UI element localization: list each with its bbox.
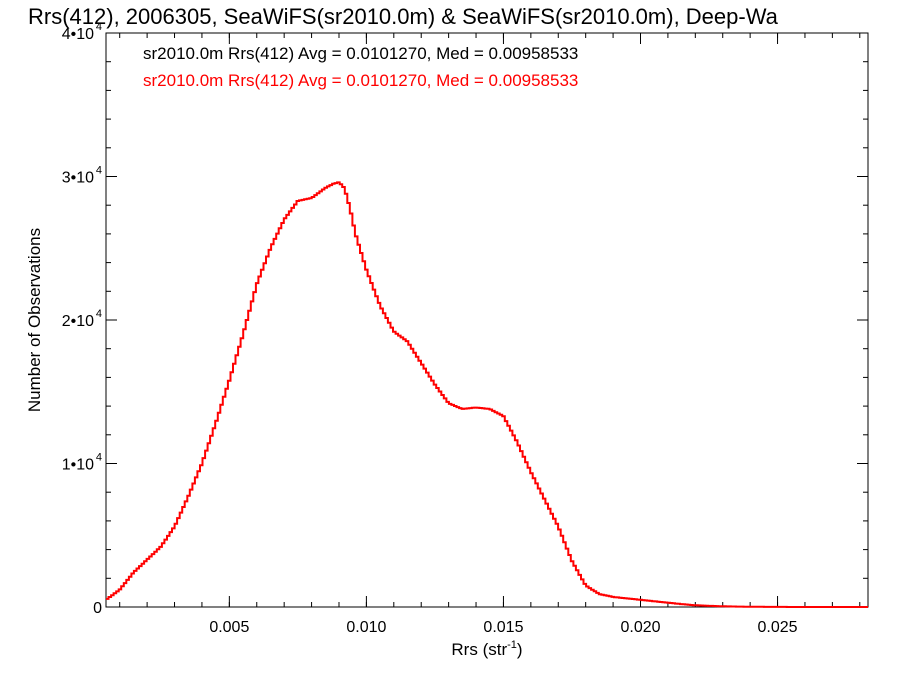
- y-tick-label: 0: [93, 600, 102, 617]
- y-tick-text: 0: [93, 600, 102, 617]
- x-tick-label: 0.025: [758, 619, 798, 636]
- y-tick-mantissa: 3•10: [62, 170, 94, 187]
- y-tick-label: 43•10: [62, 165, 102, 187]
- legend-entry: sr2010.0m Rrs(412) Avg = 0.0101270, Med …: [143, 44, 578, 63]
- legend-entry: sr2010.0m Rrs(412) Avg = 0.0101270, Med …: [143, 71, 578, 90]
- y-tick-label: 42•10: [62, 308, 102, 330]
- y-tick-mantissa: 2•10: [62, 313, 94, 330]
- x-tick-label: 0.005: [209, 619, 249, 636]
- y-tick-exponent: 4: [96, 165, 102, 177]
- x-tick-label: 0.020: [620, 619, 660, 636]
- x-axis-label-sup: -1: [507, 639, 517, 651]
- chart-title: Rrs(412), 2006305, SeaWiFS(sr2010.0m) & …: [28, 4, 779, 29]
- y-tick-exponent: 4: [96, 452, 102, 464]
- y-tick-mantissa: 1•10: [62, 457, 94, 474]
- plot-frame: [105, 32, 869, 608]
- x-axis-label-text: Rrs (str: [451, 640, 507, 659]
- x-tick-label: 0.015: [483, 619, 523, 636]
- y-tick-label: 44•10: [62, 21, 102, 43]
- series-line-0: [106, 181, 868, 608]
- x-tick-label: 0.010: [346, 619, 386, 636]
- y-axis-label: Number of Observations: [25, 228, 44, 412]
- plot-area: 0.005 0.010 0.015 0.020 0.025041•1042•1043•1…: [25, 21, 869, 659]
- x-axis-label-close: ): [517, 640, 523, 659]
- y-tick-label: 41•10: [62, 452, 102, 474]
- y-tick-exponent: 4: [96, 21, 102, 33]
- x-axis-label: Rrs (str-1): [451, 639, 522, 659]
- y-tick-exponent: 4: [96, 308, 102, 320]
- y-tick-mantissa: 4•10: [62, 26, 94, 43]
